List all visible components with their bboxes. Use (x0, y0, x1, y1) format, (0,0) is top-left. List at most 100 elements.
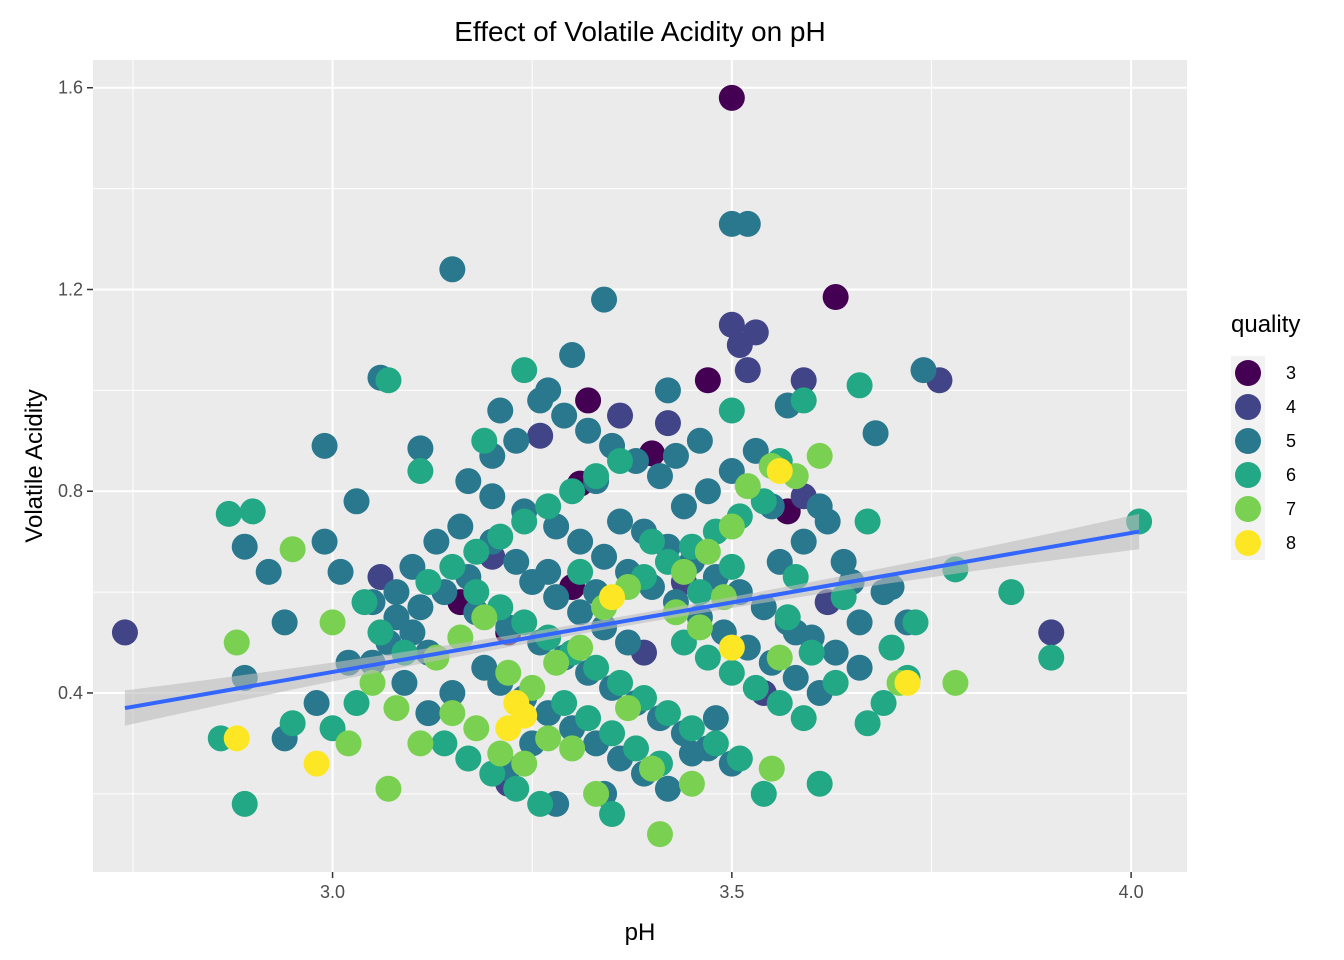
data-point-quality-5 (615, 629, 642, 656)
legend-key-quality-7 (1235, 496, 1261, 522)
data-point-quality-6 (623, 735, 650, 762)
data-point-quality-6 (479, 760, 506, 787)
data-point-quality-6 (798, 639, 825, 666)
data-point-quality-7 (670, 558, 697, 585)
legend-key-quality-5 (1235, 428, 1261, 454)
data-point-quality-5 (407, 594, 434, 621)
data-point-quality-6 (583, 654, 610, 681)
y-tick-label: 0.4 (58, 683, 83, 703)
data-point-quality-4 (527, 422, 554, 449)
data-point-quality-4 (734, 357, 761, 384)
data-point-quality-5 (415, 700, 442, 727)
data-point-quality-8 (599, 584, 626, 611)
data-point-quality-6 (846, 372, 873, 399)
data-point-quality-3 (575, 387, 602, 414)
data-point-quality-5 (591, 286, 618, 313)
data-point-quality-6 (790, 387, 817, 414)
data-point-quality-6 (806, 770, 833, 797)
trend-line (124, 513, 1140, 726)
data-point-quality-6 (527, 790, 554, 817)
data-point-quality-4 (111, 619, 138, 646)
data-point-quality-6 (718, 397, 745, 424)
chart-title: Effect of Volatile Acidity on pH (454, 16, 825, 47)
data-point-quality-6 (702, 730, 729, 757)
data-point-quality-5 (654, 377, 681, 404)
data-point-quality-5 (862, 420, 889, 447)
legend-key-quality-4 (1235, 394, 1261, 420)
data-point-quality-5 (782, 664, 809, 691)
x-axis-title: pH (625, 919, 656, 946)
data-point-quality-5 (303, 690, 330, 717)
data-point-quality-6 (686, 579, 713, 606)
data-point-quality-8 (718, 634, 745, 661)
data-point-quality-6 (1038, 644, 1065, 671)
data-point-quality-6 (367, 619, 394, 646)
data-point-quality-7 (638, 755, 665, 782)
data-point-quality-7 (678, 770, 705, 797)
data-point-quality-5 (678, 740, 705, 767)
data-point-quality-6 (766, 690, 793, 717)
data-point-quality-6 (239, 498, 266, 525)
data-point-quality-5 (535, 558, 562, 585)
data-point-quality-8 (511, 702, 538, 729)
data-point-quality-6 (790, 705, 817, 732)
y-tick-label: 1.6 (58, 78, 83, 98)
data-point-quality-5 (455, 468, 482, 495)
data-point-quality-5 (814, 508, 841, 535)
data-point-quality-5 (535, 377, 562, 404)
data-point-quality-6 (750, 780, 777, 807)
data-point-quality-6 (575, 705, 602, 732)
data-point-quality-5 (423, 528, 450, 555)
data-point-quality-7 (279, 536, 306, 563)
data-point-quality-5 (503, 548, 530, 575)
data-point-quality-3 (718, 84, 745, 111)
data-point-quality-4 (607, 402, 634, 429)
data-point-quality-5 (503, 427, 530, 454)
data-point-quality-6 (718, 553, 745, 580)
data-point-quality-4 (718, 311, 745, 338)
data-point-quality-6 (870, 690, 897, 717)
data-point-quality-4 (742, 319, 769, 346)
data-point-quality-5 (822, 639, 849, 666)
y-axis-title: Volatile Acidity (21, 389, 48, 542)
data-point-quality-5 (734, 210, 761, 237)
data-point-quality-7 (567, 634, 594, 661)
data-point-quality-6 (463, 538, 490, 565)
data-point-quality-5 (255, 558, 282, 585)
data-point-quality-5 (407, 435, 434, 462)
data-point-quality-5 (487, 397, 514, 424)
data-point-quality-6 (343, 690, 370, 717)
data-point-quality-7 (734, 473, 761, 500)
data-point-quality-4 (654, 410, 681, 437)
data-point-quality-6 (407, 458, 434, 485)
y-tick-label: 0.8 (58, 481, 83, 501)
data-point-quality-6 (463, 579, 490, 606)
data-point-quality-6 (854, 508, 881, 535)
data-point-quality-5 (543, 584, 570, 611)
legend-key-quality-6 (1235, 462, 1261, 488)
data-point-quality-5 (231, 533, 258, 560)
data-point-quality-7 (463, 715, 490, 742)
data-point-quality-6 (487, 523, 514, 550)
data-point-quality-7 (319, 609, 346, 636)
data-point-quality-5 (670, 493, 697, 520)
data-point-quality-7 (646, 821, 673, 848)
data-point-quality-7 (758, 755, 785, 782)
data-point-quality-7 (511, 750, 538, 777)
data-point-quality-7 (495, 659, 522, 686)
legend-key-quality-8 (1235, 530, 1261, 556)
data-point-quality-5 (686, 427, 713, 454)
data-point-quality-4 (1038, 619, 1065, 646)
legend-title: quality (1231, 311, 1300, 338)
data-point-quality-5 (846, 609, 873, 636)
data-point-quality-7 (615, 695, 642, 722)
data-point-quality-8 (303, 750, 330, 777)
data-point-quality-3 (822, 284, 849, 311)
data-point-quality-7 (559, 735, 586, 762)
legend-label: 5 (1286, 431, 1296, 451)
legend-label: 6 (1286, 465, 1296, 485)
data-point-quality-7 (471, 604, 498, 631)
data-point-quality-6 (599, 801, 626, 827)
data-point-quality-7 (718, 513, 745, 540)
